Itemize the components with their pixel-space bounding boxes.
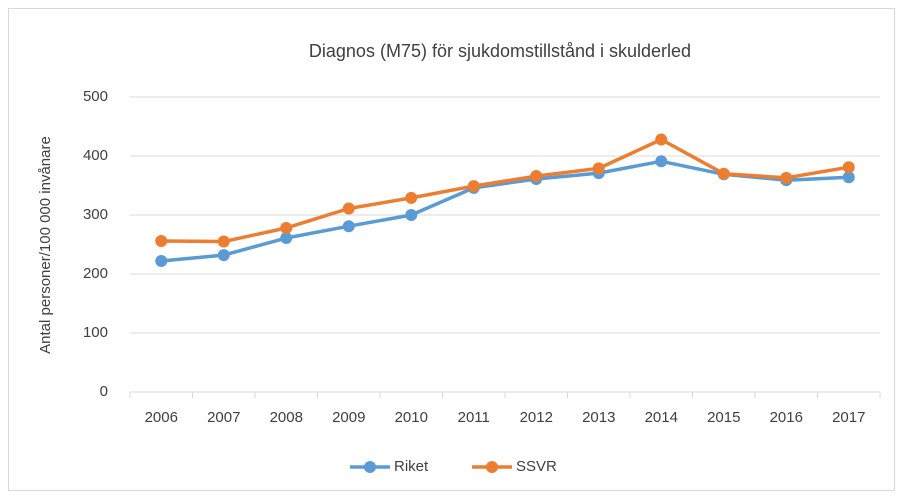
x-tick-label: 2009 (332, 409, 365, 426)
legend-marker (486, 461, 498, 473)
legend-label: SSVR (516, 458, 557, 475)
y-tick-label: 0 (100, 383, 108, 400)
legend-marker (364, 461, 376, 473)
point-marker (592, 162, 605, 175)
point-marker (655, 133, 668, 146)
point-marker (717, 167, 730, 180)
x-tick-label: 2017 (832, 409, 865, 426)
y-tick-label: 300 (83, 206, 108, 223)
point-marker (217, 235, 230, 248)
point-marker (280, 232, 293, 245)
x-tick-label: 2013 (582, 409, 615, 426)
chart-border (8, 8, 895, 491)
point-marker (280, 221, 293, 234)
legend-label: Riket (394, 458, 429, 475)
x-tick-label: 2016 (770, 409, 803, 426)
point-marker (155, 255, 168, 268)
y-tick-label: 400 (83, 147, 108, 164)
chart-title: Diagnos (M75) för sjukdomstillstånd i sk… (309, 41, 691, 61)
point-marker (405, 209, 418, 221)
point-marker (780, 171, 793, 184)
point-marker (842, 171, 855, 184)
x-tick-label: 2014 (645, 409, 678, 426)
y-tick-label: 200 (83, 265, 108, 282)
x-tick-label: 2012 (520, 409, 553, 426)
y-tick-label: 100 (83, 324, 108, 341)
point-marker (342, 220, 355, 233)
x-tick-label: 2008 (270, 409, 303, 426)
point-marker (155, 234, 168, 247)
x-tick-label: 2015 (707, 409, 740, 426)
x-tick-label: 2010 (395, 409, 428, 426)
x-tick-label: 2006 (145, 409, 178, 426)
series-line (161, 137, 850, 244)
point-marker (467, 180, 480, 193)
point-marker (342, 202, 355, 215)
point-marker (217, 249, 230, 262)
y-tick-label: 500 (83, 88, 108, 105)
point-marker (530, 170, 543, 183)
x-tick-label: 2007 (207, 409, 240, 426)
point-marker (842, 161, 855, 174)
y-axis-label: Antal personer/100 000 invånare (37, 136, 54, 354)
x-tick-label: 2011 (458, 409, 490, 426)
point-marker (405, 191, 418, 204)
point-marker (655, 155, 668, 168)
